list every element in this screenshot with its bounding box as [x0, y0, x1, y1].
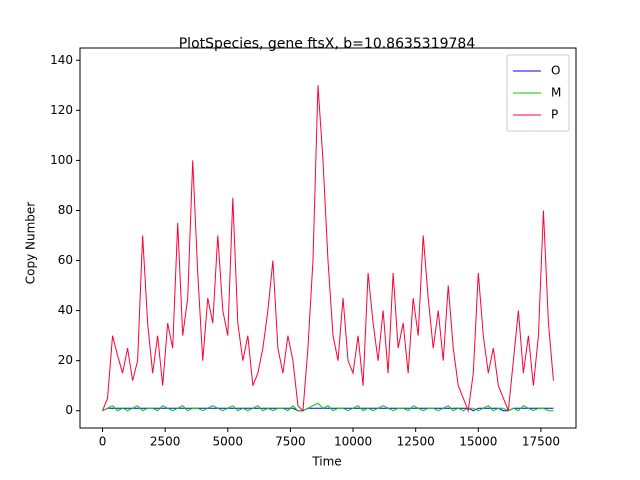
x-tick-label: 0 [99, 435, 107, 449]
x-tick-label: 10000 [334, 435, 372, 449]
x-tick-label: 7500 [275, 435, 306, 449]
y-tick-label: 0 [65, 403, 73, 417]
y-tick-label: 80 [58, 203, 73, 217]
x-tick-label: 2500 [150, 435, 181, 449]
legend-label: P [551, 108, 558, 122]
series-line [102, 85, 554, 413]
y-axis-label: Copy Number [24, 202, 38, 285]
y-tick-label: 100 [50, 153, 73, 167]
x-tick-label: 15000 [459, 435, 497, 449]
y-tick-label: 40 [58, 303, 73, 317]
plot-frame [79, 47, 577, 429]
legend-label: O [551, 64, 560, 78]
y-tick-label: 120 [50, 103, 73, 117]
x-tick-label: 17500 [522, 435, 560, 449]
x-axis-label: Time [311, 455, 341, 469]
x-tick-label: 12500 [397, 435, 435, 449]
x-tick-label: 5000 [213, 435, 244, 449]
series-line [102, 402, 554, 412]
y-tick-label: 140 [50, 53, 73, 67]
y-tick-label: 60 [58, 253, 73, 267]
y-tick-label: 20 [58, 353, 73, 367]
chart-title: PlotSpecies, gene ftsX, b=10.8635319784 [179, 36, 476, 52]
legend-label: M [551, 86, 561, 100]
